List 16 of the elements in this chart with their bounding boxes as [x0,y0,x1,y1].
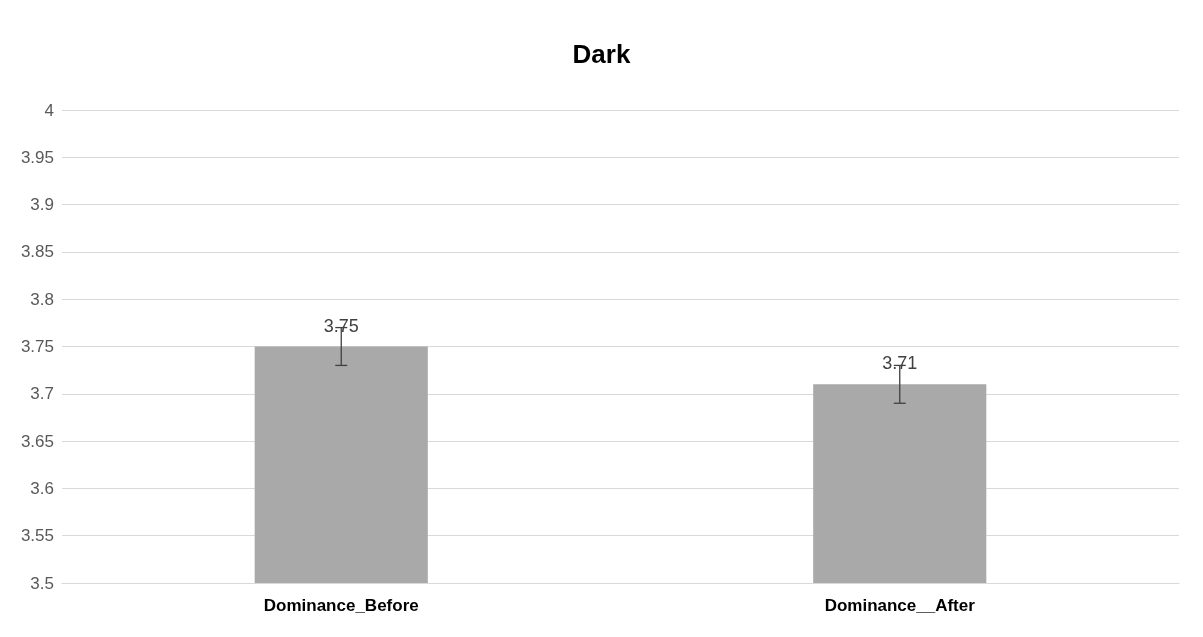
y-tick-label: 3.5 [30,573,54,593]
y-tick-label: 3.8 [30,289,54,309]
y-tick-label: 4 [44,100,54,120]
y-tick-label: 3.7 [30,384,54,404]
y-tick-label: 3.9 [30,195,54,215]
chart-title: Dark [572,39,631,69]
data-label: 3.75 [323,315,359,336]
x-tick-label: Dominance__After [824,596,976,615]
x-tick-label: Dominance_Before [263,596,419,615]
y-tick-label: 3.85 [20,242,54,262]
y-tick-label: 3.95 [20,147,54,167]
y-tick-label: 3.55 [20,526,54,546]
y-tick-label: 3.75 [20,337,54,356]
data-label: 3.71 [882,353,918,374]
y-tick-label: 3.65 [20,431,54,451]
y-tick-label: 3.6 [30,478,54,498]
